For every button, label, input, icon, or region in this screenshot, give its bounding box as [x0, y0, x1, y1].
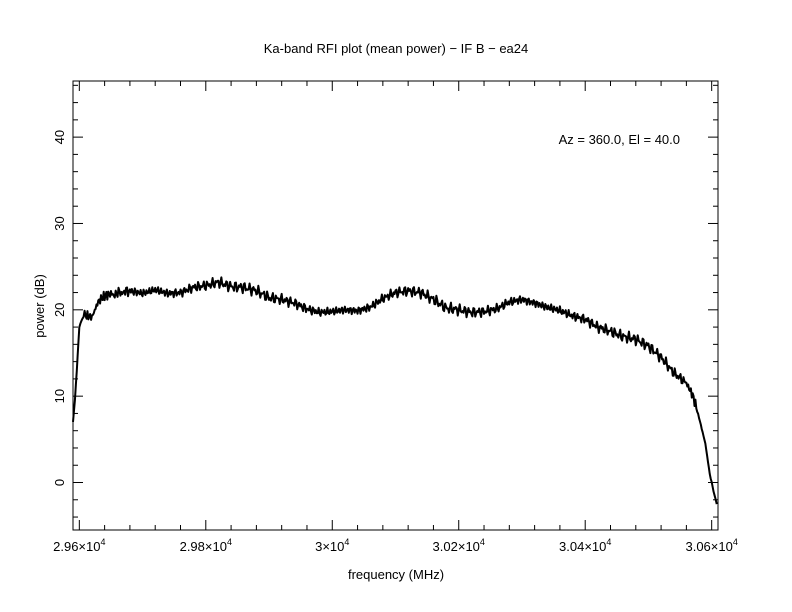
x-tick-label-base: 2.98×10 — [180, 539, 227, 554]
x-tick-label-base: 3.02×10 — [433, 539, 480, 554]
x-tick-label-base: 3×10 — [315, 539, 344, 554]
chart-title: Ka-band RFI plot (mean power) − IF B − e… — [264, 41, 528, 56]
axis-ticks — [73, 81, 718, 530]
x-tick-label-exponent: 4 — [344, 537, 349, 547]
x-tick-label: 3×104 — [315, 537, 349, 554]
x-tick-label: 3.06×104 — [685, 537, 737, 554]
x-tick-label: 2.96×104 — [53, 537, 105, 554]
x-tick-label-exponent: 4 — [606, 537, 611, 547]
x-tick-label-exponent: 4 — [480, 537, 485, 547]
plot-frame — [72, 80, 719, 531]
y-axis-label: power (dB) — [32, 274, 47, 338]
x-tick-label-exponent: 4 — [227, 537, 232, 547]
x-tick-label-exponent: 4 — [100, 537, 105, 547]
x-axis-label: frequency (MHz) — [348, 567, 444, 582]
y-tick-label: 40 — [52, 130, 67, 144]
x-tick-label-base: 3.06×10 — [685, 539, 732, 554]
x-tick-label-exponent: 4 — [733, 537, 738, 547]
axis-tick-labels: 2.96×104 2.98×104 3×104 3.02×104 3.04×104 3.0… — [52, 130, 738, 554]
y-tick-label: 0 — [52, 479, 67, 486]
x-tick-label: 3.02×104 — [433, 537, 485, 554]
x-tick-label-base: 2.96×10 — [53, 539, 100, 554]
y-tick-label: 30 — [52, 216, 67, 230]
power-series-line — [72, 276, 718, 505]
x-tick-label: 3.04×104 — [559, 537, 611, 554]
y-tick-label: 10 — [52, 389, 67, 403]
y-tick-label: 20 — [52, 303, 67, 317]
x-tick-label: 2.98×104 — [180, 537, 232, 554]
pointing-annotation: Az = 360.0, El = 40.0 — [559, 132, 680, 147]
x-tick-label-base: 3.04×10 — [559, 539, 606, 554]
